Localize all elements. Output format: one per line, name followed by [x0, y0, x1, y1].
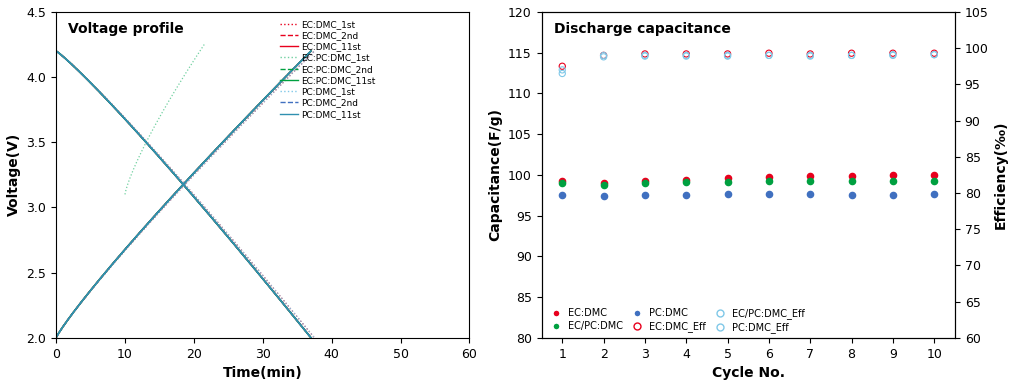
Point: [596, 182, 612, 188]
Point: [761, 50, 777, 57]
Y-axis label: Capacitance(F/g): Capacitance(F/g): [488, 108, 502, 241]
Point: [678, 51, 694, 57]
Point: [596, 180, 612, 186]
Point: [926, 178, 942, 185]
Legend: EC:DMC_1st, EC:DMC_2nd, EC:DMC_11st, EC:PC:DMC_1st, EC:PC:DMC_2nd, EC:PC:DMC_11s: EC:DMC_1st, EC:DMC_2nd, EC:DMC_11st, EC:…: [280, 20, 376, 119]
Point: [678, 192, 694, 198]
Point: [720, 51, 736, 57]
Point: [843, 52, 860, 58]
Point: [636, 51, 653, 57]
Point: [554, 180, 570, 186]
Point: [926, 50, 942, 57]
Point: [802, 191, 818, 197]
Point: [843, 173, 860, 180]
Legend: EC:DMC, EC/PC:DMC, PC:DMC, EC:DMC_Eff, EC/PC:DMC_Eff, PC:DMC_Eff: EC:DMC, EC/PC:DMC, PC:DMC, EC:DMC_Eff, E…: [546, 308, 805, 333]
Point: [802, 178, 818, 184]
Point: [678, 176, 694, 183]
Point: [885, 178, 901, 184]
Text: Discharge capacitance: Discharge capacitance: [554, 22, 731, 36]
Point: [761, 52, 777, 58]
Point: [720, 53, 736, 59]
Text: Voltage profile: Voltage profile: [68, 22, 185, 36]
Point: [678, 52, 694, 58]
Point: [885, 52, 901, 58]
Point: [720, 179, 736, 185]
Point: [843, 52, 860, 58]
Point: [596, 54, 612, 60]
Point: [926, 172, 942, 178]
Point: [636, 52, 653, 58]
Point: [761, 178, 777, 185]
Point: [885, 51, 901, 58]
Point: [802, 51, 818, 57]
Point: [636, 192, 653, 198]
Y-axis label: Efficiency(‰): Efficiency(‰): [994, 121, 1008, 229]
Point: [596, 52, 612, 58]
Point: [596, 52, 612, 58]
Point: [554, 63, 570, 69]
Point: [554, 67, 570, 73]
Point: [636, 53, 653, 59]
Point: [636, 178, 653, 185]
Point: [761, 174, 777, 180]
Point: [843, 178, 860, 185]
X-axis label: Time(min): Time(min): [223, 366, 302, 380]
X-axis label: Cycle No.: Cycle No.: [712, 366, 785, 380]
Point: [885, 50, 901, 57]
Point: [720, 191, 736, 197]
Point: [843, 192, 860, 198]
Point: [802, 53, 818, 59]
Point: [554, 178, 570, 184]
Point: [885, 172, 901, 178]
Point: [596, 193, 612, 199]
Point: [636, 180, 653, 186]
Y-axis label: Voltage(V): Voltage(V): [7, 133, 21, 216]
Point: [554, 70, 570, 77]
Point: [926, 51, 942, 58]
Point: [761, 191, 777, 197]
Point: [926, 51, 942, 58]
Point: [720, 175, 736, 181]
Point: [802, 52, 818, 58]
Point: [926, 191, 942, 197]
Point: [843, 50, 860, 57]
Point: [802, 173, 818, 180]
Point: [885, 192, 901, 198]
Point: [678, 179, 694, 185]
Point: [678, 53, 694, 59]
Point: [761, 52, 777, 58]
Point: [720, 52, 736, 58]
Point: [554, 192, 570, 198]
